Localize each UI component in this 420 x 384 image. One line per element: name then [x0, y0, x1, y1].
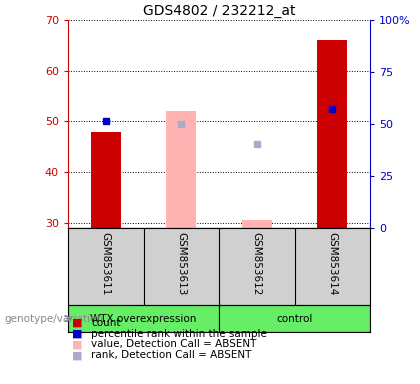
Text: ■: ■: [72, 329, 83, 339]
Text: ■: ■: [72, 318, 83, 328]
Text: control: control: [276, 313, 312, 323]
Bar: [219, 305, 370, 332]
Text: GSM853612: GSM853612: [252, 232, 262, 295]
Bar: [91, 132, 121, 228]
Text: ■: ■: [72, 339, 83, 349]
Text: WTX overexpression: WTX overexpression: [90, 313, 197, 323]
Text: value, Detection Call = ABSENT: value, Detection Call = ABSENT: [91, 339, 257, 349]
Text: GSM853614: GSM853614: [327, 232, 337, 295]
Text: ■: ■: [72, 350, 83, 360]
Bar: [241, 220, 272, 228]
Text: percentile rank within the sample: percentile rank within the sample: [91, 329, 267, 339]
Text: GSM853611: GSM853611: [101, 232, 111, 295]
Text: GSM853613: GSM853613: [176, 232, 186, 295]
Text: count: count: [91, 318, 121, 328]
Text: genotype/variation: genotype/variation: [4, 313, 103, 323]
Bar: [317, 40, 347, 228]
Bar: [68, 305, 219, 332]
Bar: [166, 111, 197, 228]
Title: GDS4802 / 232212_at: GDS4802 / 232212_at: [143, 3, 295, 18]
Text: rank, Detection Call = ABSENT: rank, Detection Call = ABSENT: [91, 350, 252, 360]
